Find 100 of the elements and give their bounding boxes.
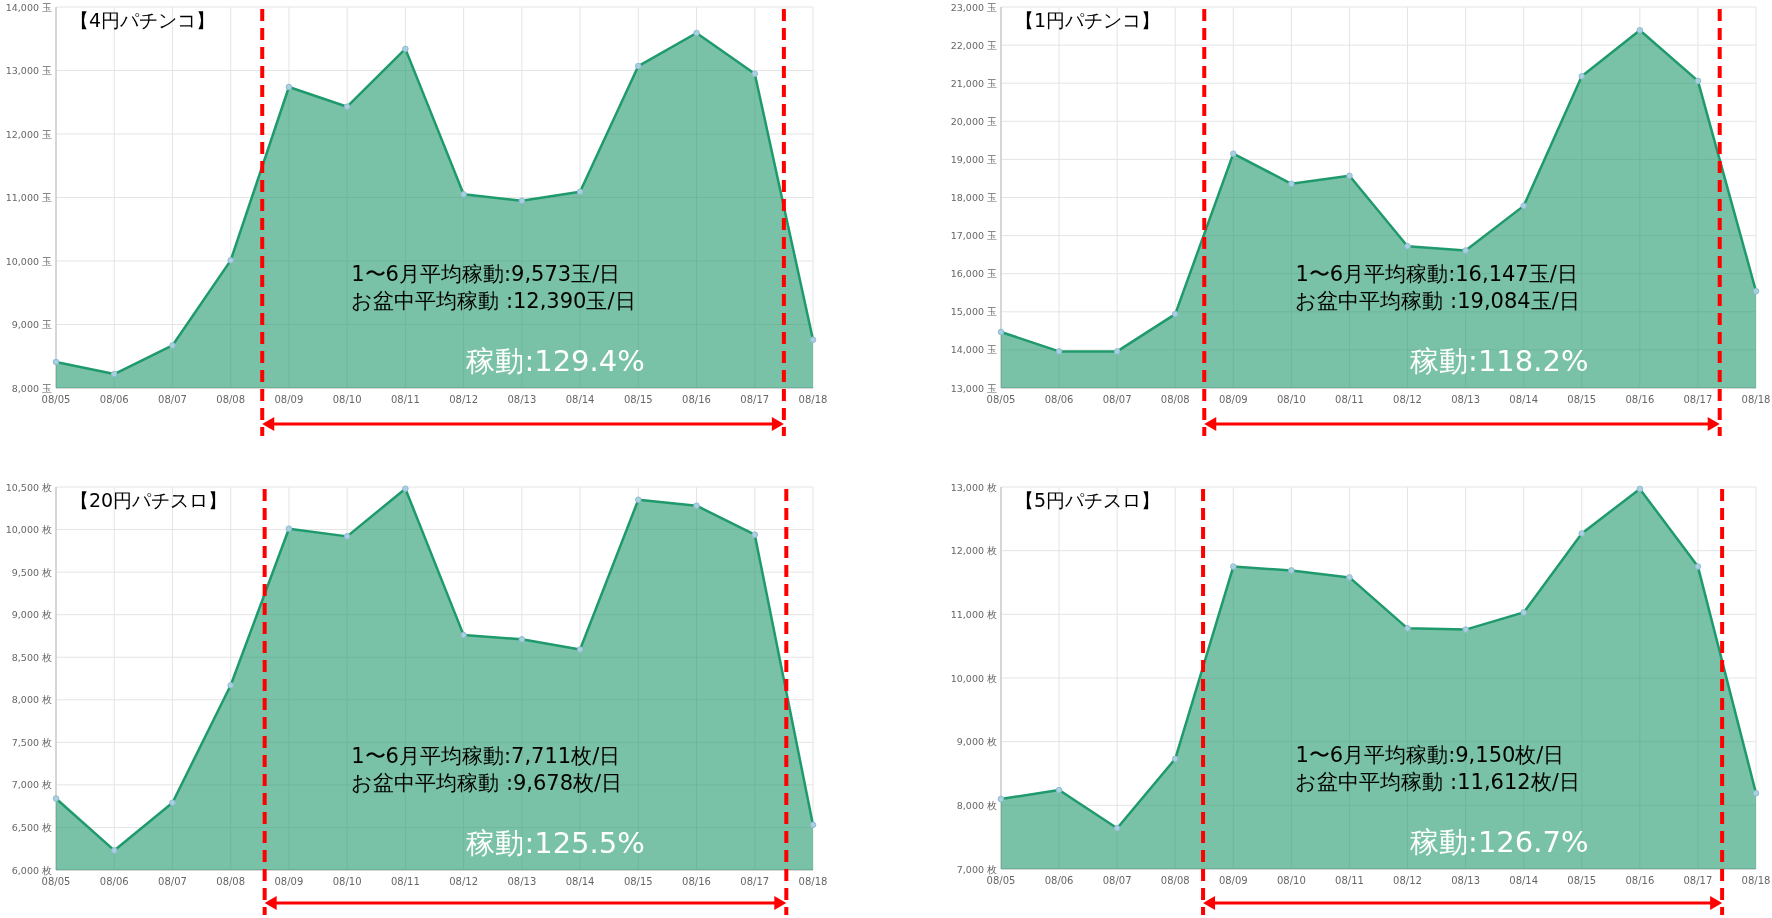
y-tick-label: 8,000 枚	[956, 799, 997, 811]
annotation: 1〜6月平均稼動:7,711枚/日	[351, 743, 621, 768]
annotation: 稼動:126.7%	[1410, 824, 1589, 859]
annotation: お盆中平均稼動 :11,612枚/日	[1295, 769, 1580, 794]
annotation: 【5円パチスロ】	[1015, 489, 1161, 511]
x-tick-label: 08/15	[1567, 875, 1597, 886]
x-tick-label: 08/15	[623, 394, 653, 405]
y-tick-label: 6,000 枚	[11, 864, 52, 876]
x-tick-label: 08/10	[1276, 394, 1306, 405]
y-tick-label: 9,000 枚	[11, 609, 52, 621]
x-tick-label: 08/05	[41, 394, 71, 405]
y-tick-label: 14,000 玉	[950, 344, 997, 356]
x-tick-label: 08/08	[1160, 875, 1190, 886]
x-tick-label: 08/17	[740, 394, 770, 405]
x-tick-label: 08/14	[565, 394, 595, 405]
x-tick-label: 08/10	[332, 394, 362, 405]
x-tick-label: 08/05	[986, 875, 1016, 886]
x-tick-label: 08/17	[1683, 875, 1713, 886]
x-tick-label: 08/16	[682, 394, 711, 405]
y-tick-label: 7,000 枚	[956, 863, 997, 875]
y-tick-label: 22,000 玉	[950, 39, 997, 51]
x-tick-label: 08/11	[1335, 875, 1364, 886]
x-tick-label: 08/13	[1451, 394, 1481, 405]
annotation: 稼動:129.4%	[466, 343, 645, 378]
y-tick-label: 16,000 玉	[950, 268, 997, 280]
x-tick-label: 08/10	[1276, 875, 1306, 886]
x-tick-label: 08/11	[390, 876, 420, 887]
x-tick-label: 08/08	[1160, 394, 1190, 405]
x-tick-label: 08/12	[449, 394, 479, 405]
x-tick-label: 08/15	[623, 876, 653, 887]
x-tick-label: 08/18	[1741, 875, 1771, 886]
x-tick-label: 08/06	[99, 876, 129, 887]
y-tick-label: 12,000 枚	[950, 545, 997, 557]
x-tick-label: 08/16	[1625, 394, 1655, 405]
y-tick-label: 15,000 玉	[950, 306, 997, 318]
x-tick-label: 08/06	[1044, 394, 1074, 405]
x-tick-label: 08/06	[99, 394, 129, 405]
y-tick-label: 14,000 玉	[5, 1, 52, 13]
x-tick-label: 08/09	[1218, 394, 1248, 405]
x-tick-label: 08/09	[274, 394, 304, 405]
x-tick-label: 08/14	[1509, 394, 1539, 405]
x-tick-label: 08/07	[158, 394, 187, 405]
y-tick-label: 9,500 枚	[11, 566, 52, 578]
x-tick-label: 08/16	[1625, 875, 1655, 886]
x-tick-label: 08/14	[565, 876, 595, 887]
annotation: 1〜6月平均稼動:9,573玉/日	[351, 262, 621, 287]
y-tick-label: 13,000 玉	[5, 65, 52, 76]
annotation: 【20円パチスロ】	[70, 489, 228, 511]
y-tick-label: 8,500 枚	[11, 651, 52, 663]
x-tick-label: 08/18	[1741, 394, 1771, 405]
y-tick-label: 9,000 枚	[956, 736, 997, 748]
x-tick-label: 08/17	[1683, 394, 1713, 405]
x-tick-label: 08/05	[41, 876, 71, 887]
annotation: お盆中平均稼動 :12,390玉/日	[351, 288, 636, 313]
y-tick-label: 11,000 枚	[950, 608, 997, 620]
y-tick-label: 11,000 玉	[5, 192, 52, 203]
x-tick-label: 08/12	[1393, 394, 1422, 405]
y-tick-label: 10,500 枚	[5, 481, 52, 493]
x-tick-label: 08/07	[1102, 394, 1132, 405]
x-tick-label: 08/09	[274, 876, 304, 887]
y-tick-label: 23,000 玉	[950, 1, 997, 13]
x-tick-label: 08/17	[740, 876, 770, 887]
y-tick-label: 7,000 枚	[11, 779, 52, 791]
y-tick-label: 13,000 枚	[950, 481, 997, 493]
y-tick-label: 13,000 玉	[950, 382, 997, 394]
annotation: お盆中平均稼動 :19,084玉/日	[1295, 288, 1580, 313]
y-tick-label: 17,000 玉	[950, 230, 997, 242]
x-tick-label: 08/07	[1102, 875, 1132, 886]
annotation: 1〜6月平均稼動:9,150枚/日	[1295, 743, 1565, 768]
annotation: 1〜6月平均稼動:16,147玉/日	[1295, 262, 1578, 287]
y-tick-label: 10,000 枚	[950, 672, 997, 684]
y-tick-label: 19,000 玉	[950, 153, 997, 165]
y-tick-label: 6,500 枚	[11, 821, 52, 833]
annotation: 【4円パチンコ】	[70, 9, 216, 31]
x-tick-label: 08/05	[986, 394, 1016, 405]
x-tick-label: 08/12	[449, 876, 479, 887]
x-tick-label: 08/07	[158, 876, 187, 887]
annotation: 稼動:118.2%	[1410, 343, 1589, 378]
x-tick-label: 08/08	[216, 394, 246, 405]
y-tick-label: 8,000 玉	[11, 382, 52, 394]
annotation: 稼動:125.5%	[466, 825, 645, 860]
x-tick-label: 08/18	[798, 394, 828, 405]
y-tick-label: 18,000 玉	[950, 192, 997, 203]
x-tick-label: 08/13	[507, 876, 537, 887]
x-tick-label: 08/14	[1509, 875, 1539, 886]
y-tick-label: 8,000 枚	[11, 694, 52, 706]
x-tick-label: 08/11	[1335, 394, 1364, 405]
annotation: 【1円パチンコ】	[1015, 9, 1161, 31]
y-tick-label: 20,000 玉	[950, 115, 997, 127]
x-tick-label: 08/08	[216, 876, 246, 887]
x-tick-label: 08/13	[507, 394, 537, 405]
x-tick-label: 08/11	[390, 394, 420, 405]
x-tick-label: 08/18	[798, 876, 828, 887]
y-tick-label: 21,000 玉	[950, 77, 997, 89]
y-tick-label: 12,000 玉	[5, 128, 52, 140]
x-tick-label: 08/10	[332, 876, 362, 887]
x-tick-label: 08/09	[1218, 875, 1248, 886]
y-tick-label: 7,500 枚	[11, 736, 52, 748]
annotation: お盆中平均稼動 :9,678枚/日	[351, 770, 623, 795]
x-tick-label: 08/13	[1451, 875, 1481, 886]
